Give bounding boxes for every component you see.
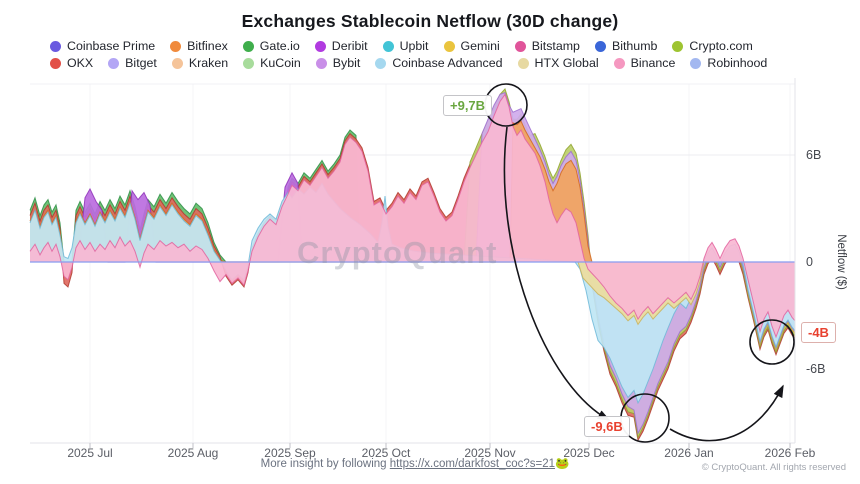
x-axis-tick-label: 2025 Jul [67,446,112,460]
legend-item-bitstamp[interactable]: Bitstamp [514,39,580,53]
x-axis-tick-label: 2026 Jan [664,446,713,460]
x-axis-tick-label: 2025 Sep [264,446,316,460]
legend-label: HTX Global [534,56,599,70]
frog-emoji: 🐸 [555,458,570,470]
legend-item-bitget[interactable]: Bitget [108,56,157,70]
y-axis-tick-label: 0 [806,255,813,269]
footer-link[interactable]: https://x.com/darkfost_coc?s=21 [389,458,556,470]
cryptoquant-watermark: CryptoQuant [297,235,498,270]
legend-label: KuCoin [260,56,301,70]
legend-dot-icon [517,57,529,69]
legend-label: Bitfinex [187,39,228,53]
legend-item-gate-io[interactable]: Gate.io [242,39,300,53]
legend-item-bybit[interactable]: Bybit [315,56,361,70]
annotation-arrow [503,126,611,421]
legend-label: Bybit [332,56,361,70]
legend-label: Bitget [125,56,157,70]
legend-item-coinbase-advanced[interactable]: Coinbase Advanced [375,56,503,70]
legend-item-robinhood[interactable]: Robinhood [690,56,767,70]
x-axis-tick-label: 2025 Nov [464,446,515,460]
legend-label: Bitstamp [531,39,580,53]
legend-item-gemini[interactable]: Gemini [443,39,500,53]
legend-dot-icon [594,40,606,52]
chart-legend: Coinbase Prime Bitfinex Gate.io Deribit Upbi… [50,39,795,70]
legend-label: Coinbase Prime [67,39,156,53]
legend-item-coinbase-prime[interactable]: Coinbase Prime [50,39,155,53]
legend-item-bithumb[interactable]: Bithumb [594,39,658,53]
page-title: Exchanges Stablecoin Netflow (30D change… [241,11,619,31]
legend-dot-icon [690,57,702,69]
y-axis-tick-label: -6B [806,362,825,376]
legend-dot-icon [50,40,61,52]
legend-dot-icon [443,40,455,52]
x-axis-tick-label: 2026 Feb [765,446,816,460]
legend-label: Deribit [331,39,368,53]
legend-item-okx[interactable]: OKX [50,56,93,70]
x-axis-tick-label: 2025 Oct [362,446,411,460]
legend-label: Binance [630,56,676,70]
footer-text: More insight by following [260,458,390,470]
x-axis-tick-label: 2025 Aug [168,446,219,460]
x-axis-tick-label: 2025 Dec [563,446,614,460]
legend-label: Coinbase Advanced [392,56,503,70]
annotation-circle [749,319,795,365]
legend-dot-icon [170,40,182,52]
legend-dot-icon [382,40,394,52]
legend-label: OKX [67,56,94,70]
footer-note: More insight by following https://x.com/… [0,456,830,470]
annotation-arrow [669,384,784,442]
legend-dot-icon [514,40,526,52]
legend-dot-icon [171,57,183,69]
copyright-notice: © CryptoQuant. All rights reserved [701,462,846,473]
legend-item-htx-global[interactable]: HTX Global [517,56,599,70]
y-axis-title: Netflow ($) [835,234,847,290]
legend-label: Gemini [460,39,500,53]
legend-dot-icon [243,57,255,69]
legend-item-deribit[interactable]: Deribit [314,39,368,53]
legend-label: Bithumb [611,39,658,53]
legend-dot-icon [613,57,625,69]
legend-dot-icon [50,57,61,69]
legend-label: Crypto.com [689,39,753,53]
legend-label: Kraken [188,56,229,70]
legend-dot-icon [315,57,327,69]
legend-dot-icon [375,57,387,69]
annotation-trough-value: -9,6B [584,416,630,437]
legend-dot-icon [314,40,326,52]
legend-dot-icon [242,40,254,52]
legend-label: Robinhood [707,56,768,70]
legend-dot-icon [108,57,120,69]
legend-item-upbit[interactable]: Upbit [382,39,429,53]
legend-item-kraken[interactable]: Kraken [171,56,229,70]
legend-label: Upbit [399,39,429,53]
legend-label: Gate.io [259,39,300,53]
legend-item-bitfinex[interactable]: Bitfinex [170,39,228,53]
legend-item-crypto-com[interactable]: Crypto.com [672,39,753,53]
legend-item-binance[interactable]: Binance [613,56,676,70]
netflow-area-chart[interactable]: 2025 Jul 2025 Aug 2025 Sep 2025 Oct 2025 Nov… [0,78,860,470]
y-axis-tick-label: 6B [806,148,821,162]
legend-dot-icon [672,40,684,52]
annotation-dip-value: -4B [801,322,836,343]
legend-item-kucoin[interactable]: KuCoin [243,56,301,70]
annotation-peak-value: +9,7B [443,95,493,116]
